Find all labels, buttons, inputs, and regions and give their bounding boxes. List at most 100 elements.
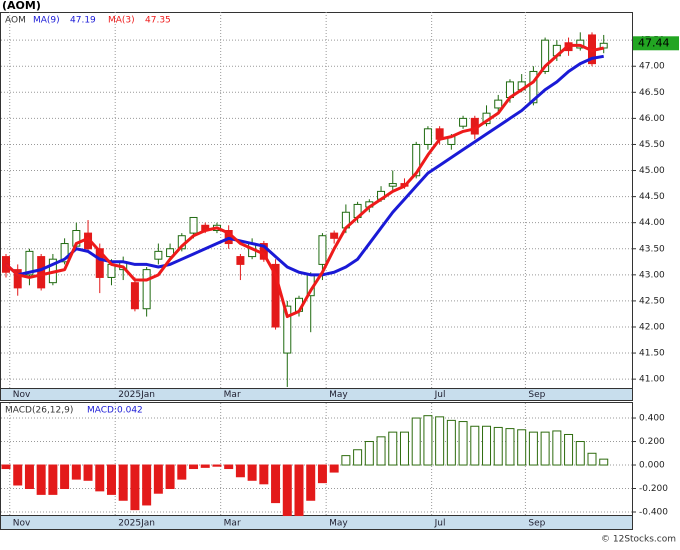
candle-body	[283, 305, 292, 354]
macd-bar	[587, 452, 597, 466]
macd-bar	[294, 464, 304, 517]
macd-bar	[118, 464, 128, 501]
x-tick-label: Sep	[528, 390, 545, 400]
candle-body	[2, 256, 10, 273]
y-tick-label: 0.200	[639, 437, 665, 447]
x-tick-label: Sep	[528, 519, 545, 529]
x-tick-label: Jul	[434, 519, 446, 529]
y-tick-label: -0.400	[639, 508, 668, 518]
y-tick-label: 43.00	[639, 270, 665, 280]
macd-bar	[24, 464, 34, 490]
macd-bar	[388, 431, 398, 466]
macd-bar	[235, 464, 245, 478]
y-tick-label: 41.00	[639, 375, 665, 385]
macd-bar	[493, 426, 503, 466]
x-tick-label: Nov	[13, 519, 31, 529]
macd-bar	[411, 417, 421, 466]
x-axis-band	[0, 388, 633, 401]
macd-bar	[435, 416, 445, 466]
candle-body	[166, 248, 175, 258]
y-tick-label: 45.00	[639, 166, 665, 176]
candle-body	[130, 282, 139, 310]
ma-line	[5, 54, 604, 277]
macd-bar	[83, 464, 93, 481]
y-tick-label: 42.00	[639, 322, 665, 332]
y-tick-label: 44.00	[639, 218, 665, 228]
macd-bar	[575, 441, 585, 466]
x-axis-band	[0, 515, 633, 530]
x-tick-label: 2025Jan	[118, 390, 155, 400]
candle-body	[13, 269, 22, 289]
x-tick-label: May	[329, 390, 348, 400]
macd-bar	[341, 455, 351, 466]
x-tick-label: Nov	[13, 390, 31, 400]
macd-bar	[540, 431, 550, 466]
macd-bar	[224, 464, 234, 470]
macd-bar	[399, 431, 409, 466]
macd-bar	[528, 431, 538, 466]
y-tick-label: -0.200	[639, 484, 668, 494]
price-panel	[0, 12, 633, 389]
macd-bar	[60, 464, 70, 490]
x-tick-label: Mar	[224, 519, 241, 529]
macd-bar	[212, 464, 222, 467]
y-tick-label: 44.50	[639, 192, 665, 202]
macd-bar	[376, 436, 386, 466]
y-tick-label: 46.00	[639, 114, 665, 124]
last-price-box	[633, 36, 679, 51]
candle-body	[412, 143, 421, 177]
macd-bar	[282, 464, 292, 517]
macd-bar	[13, 464, 23, 486]
macd-bar	[271, 464, 281, 504]
macd-bar	[552, 430, 562, 466]
candle-body	[142, 269, 151, 310]
ma-line	[5, 43, 605, 319]
macd-bar	[153, 464, 163, 494]
macd-bar	[95, 464, 105, 492]
macd-title: MACD(26,12,9)	[5, 406, 73, 416]
candle-body	[25, 250, 34, 276]
y-tick-label: 0.000	[639, 461, 665, 471]
macd-bar	[189, 464, 199, 470]
macd-bar	[142, 464, 152, 506]
macd-bar	[48, 464, 58, 495]
x-tick-label: Mar	[224, 390, 241, 400]
x-tick-label: Jul	[434, 390, 446, 400]
y-tick-label: 41.50	[639, 349, 665, 359]
candle-body	[95, 248, 104, 278]
y-tick-label: 0.400	[639, 414, 665, 424]
macd-bar	[106, 464, 116, 495]
candle-body	[423, 128, 432, 145]
macd-bar	[71, 464, 81, 480]
y-tick-label: 45.50	[639, 140, 665, 150]
candle-body	[330, 232, 339, 239]
footer: © 12Stocks.com	[601, 535, 676, 545]
legend-symbol: AOM	[5, 16, 26, 26]
macd-bar	[329, 464, 339, 473]
macd-bar	[247, 464, 257, 481]
macd-bar	[458, 421, 468, 466]
candle-body	[236, 256, 245, 265]
y-tick-label: 46.50	[639, 88, 665, 98]
macd-bar	[177, 464, 187, 480]
macd-value: MACD:0.042	[87, 406, 143, 416]
candle-body	[189, 216, 198, 234]
y-tick-label: 47.00	[639, 62, 665, 72]
legend-value: 47.35	[145, 16, 171, 26]
macd-bar	[423, 415, 433, 466]
candle-body	[494, 99, 503, 109]
legend-name: MA(9)	[33, 16, 60, 26]
candle-body	[388, 183, 397, 187]
legend-name: MA(3)	[108, 16, 135, 26]
y-tick-label: 42.50	[639, 296, 665, 306]
candle-body	[271, 263, 280, 328]
macd-bar	[259, 464, 269, 485]
macd-bar	[130, 464, 140, 511]
last-price-label: 47.44	[638, 36, 670, 49]
macd-panel	[0, 402, 633, 516]
macd-bar	[599, 458, 609, 466]
macd-bar	[446, 419, 456, 466]
chart-title: (AOM)	[2, 0, 41, 12]
macd-bar	[517, 429, 527, 466]
